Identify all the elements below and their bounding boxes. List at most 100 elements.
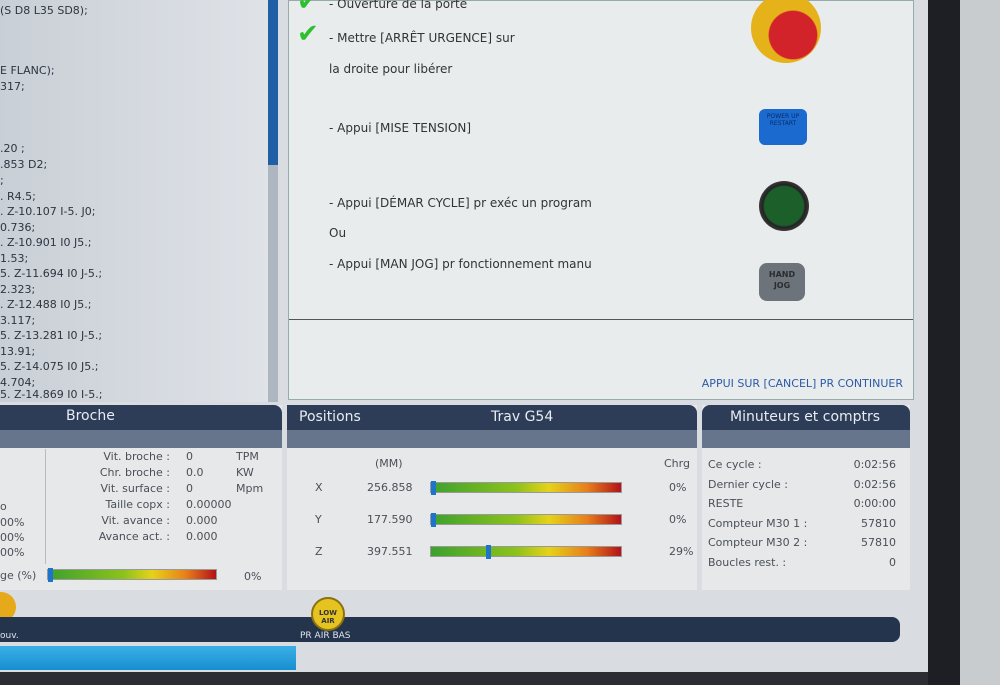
load-marker xyxy=(486,545,492,559)
coordinate-mode[interactable]: Trav G54 xyxy=(491,409,554,425)
cnc-screen: (S D8 L35 SD8); E FLANC); 317; .20 ; .853 D2… xyxy=(0,0,928,672)
code-scrollbar[interactable] xyxy=(268,0,278,165)
axis-position: 256.858 xyxy=(367,481,413,494)
load-marker xyxy=(431,513,436,527)
timer-value: 0 xyxy=(889,555,896,569)
background-wall xyxy=(960,0,1000,685)
dialog-line: - Appui [DÉMAR CYCLE] pr exéc un program xyxy=(329,196,592,210)
positions-panel: Positions Trav G54 (MM) Chrg X 256.858 0% Y… xyxy=(287,405,697,590)
continue-prompt: APPUI SUR [CANCEL] PR CONTINUER xyxy=(701,377,903,390)
dialog-line: - Mettre [ARRÊT URGENCE] sur xyxy=(329,31,515,45)
dialog-line: Ou xyxy=(329,226,347,240)
positions-title: Positions xyxy=(299,409,361,425)
broche-subheader xyxy=(0,430,282,448)
code-line: ; xyxy=(0,174,4,187)
positions-subheader xyxy=(287,430,697,448)
broche-panel: Broche o 00% 00% 00% Vit. broche :0 TPM Ch… xyxy=(0,405,282,590)
divider xyxy=(289,319,913,320)
axis-load: 29% xyxy=(669,545,694,558)
low-air-label: PR AIR BAS xyxy=(300,631,351,641)
load-label: ge (%) xyxy=(0,569,37,582)
spindle-value: 0 xyxy=(186,482,193,495)
timer-label: RESTE xyxy=(708,497,744,510)
axis-label: X xyxy=(315,481,323,494)
hand-jog-icon: HAND JOG xyxy=(759,263,805,301)
code-line: . Z-10.901 I0 J5.; xyxy=(0,236,92,249)
axis-load-bar xyxy=(430,481,622,495)
dialog-line: - Appui [MAN JOG] pr fonctionnement manu xyxy=(329,257,592,271)
spindle-value: 0.0 xyxy=(186,466,204,479)
power-up-icon: POWER UP RESTART xyxy=(759,109,807,145)
dialog-line: la droite pour libérer xyxy=(329,62,453,76)
load-header: Chrg xyxy=(664,457,690,470)
door-label: ouv. xyxy=(0,631,19,641)
code-scroll-track[interactable] xyxy=(268,165,278,402)
timer-label: Dernier cycle : xyxy=(708,477,789,491)
check-icon: ✔ xyxy=(297,0,319,17)
axis-position: 397.551 xyxy=(367,545,413,558)
load-value: 0% xyxy=(244,570,262,583)
code-line: 3.117; xyxy=(0,314,36,327)
code-line: 317; xyxy=(0,80,25,93)
partial-value: 00% xyxy=(0,531,25,544)
code-line: 1.53; xyxy=(0,252,29,265)
code-line: 5. Z-14.075 I0 J5.; xyxy=(0,360,99,373)
positions-header: Positions Trav G54 xyxy=(287,405,697,430)
axis-load: 0% xyxy=(669,513,687,526)
axis-load-bar xyxy=(430,545,622,559)
spindle-value: 0 xyxy=(186,450,193,463)
load-marker xyxy=(48,568,53,582)
spindle-unit: KW xyxy=(236,466,254,479)
unit-header: (MM) xyxy=(375,457,403,470)
status-bar xyxy=(0,617,900,642)
timer-value: 57810 xyxy=(861,516,896,530)
code-line: . Z-12.488 I0 J5.; xyxy=(0,298,92,311)
dialog-line: - Ouverture de la porte xyxy=(329,0,468,11)
partial-value: o xyxy=(0,500,7,513)
jog-text: JOG xyxy=(773,281,791,290)
spindle-value: 0.000 xyxy=(186,514,218,527)
load-marker xyxy=(431,481,436,495)
code-line: 5. Z-11.694 I0 J-5.; xyxy=(0,267,103,280)
spindle-label: Vit. broche : xyxy=(103,450,170,463)
code-line: 5. Z-13.281 I0 J-5.; xyxy=(0,329,103,342)
spindle-unit: Mpm xyxy=(236,482,264,495)
code-line: .20 ; xyxy=(0,142,25,155)
dialog-line: - Appui [MISE TENSION] xyxy=(329,121,472,135)
axis-position: 177.590 xyxy=(367,513,413,526)
axis-label: Z xyxy=(315,545,323,558)
code-line: . R4.5; xyxy=(0,190,36,203)
spindle-label: Vit. avance : xyxy=(101,514,170,527)
timer-label: Ce cycle : xyxy=(708,458,762,471)
broche-header: Broche xyxy=(0,405,282,430)
program-code-panel: (S D8 L35 SD8); E FLANC); 317; .20 ; .853 D2… xyxy=(0,0,270,402)
cycle-start-icon xyxy=(759,181,809,231)
low-air-icon[interactable]: LOW AIR xyxy=(311,597,345,631)
spindle-value: 0.00000 xyxy=(186,498,232,511)
code-line: 4.704; xyxy=(0,376,36,389)
door-status-icon[interactable] xyxy=(0,592,16,622)
code-line: 5. Z-14.869 I0 I-5.; xyxy=(0,388,103,401)
code-line: 0.736; xyxy=(0,221,36,234)
timers-subheader xyxy=(702,430,910,448)
axis-load: 0% xyxy=(669,481,687,494)
check-icon: ✔ xyxy=(297,19,319,49)
code-line: 2.323; xyxy=(0,283,36,296)
spindle-unit: TPM xyxy=(236,450,259,463)
code-line: (S D8 L35 SD8); xyxy=(0,4,88,17)
progress-strip xyxy=(0,646,296,670)
monitor-bezel xyxy=(928,0,960,685)
spindle-label: Avance act. : xyxy=(98,530,170,543)
timer-label: Boucles rest. : xyxy=(708,555,787,569)
timer-value: 0:00:00 xyxy=(853,497,896,510)
timer-label: Compteur M30 1 : xyxy=(708,516,808,530)
timer-value: 0:02:56 xyxy=(853,477,896,491)
spindle-label: Chr. broche : xyxy=(99,466,170,479)
code-line: E FLANC); xyxy=(0,64,55,77)
spindle-load-bar xyxy=(47,568,217,582)
code-line: . Z-10.107 I-5. J0; xyxy=(0,205,96,218)
spindle-label: Vit. surface : xyxy=(100,482,170,495)
partial-value: 00% xyxy=(0,546,25,559)
axis-label: Y xyxy=(315,513,322,526)
jog-text: HAND xyxy=(768,270,796,279)
